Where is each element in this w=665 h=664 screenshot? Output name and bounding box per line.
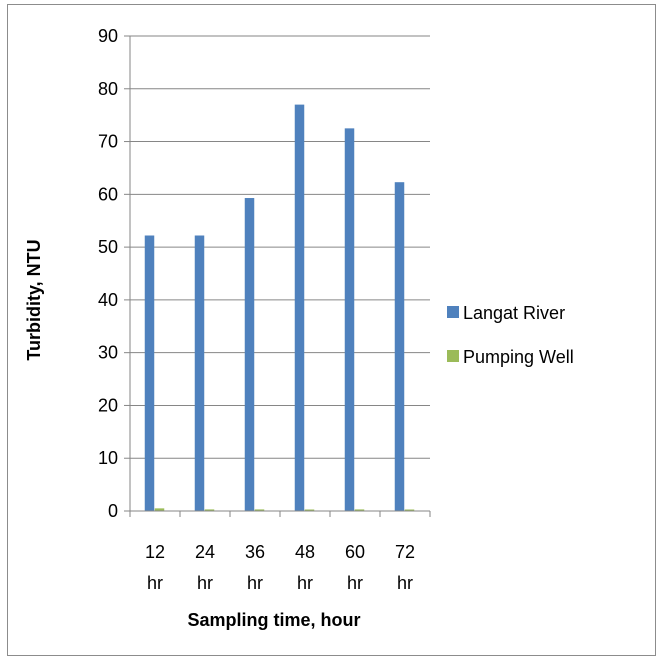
x-tick-label: hr: [397, 573, 413, 593]
x-axis-title: Sampling time, hour: [187, 610, 360, 630]
bar-langat-river: [194, 235, 205, 511]
x-tick-label: hr: [347, 573, 363, 593]
bar-pumping-well: [154, 508, 165, 511]
x-tick-label: 24: [195, 542, 215, 562]
y-tick-labels: 0 10 20 30 40 50 60 70 80 90: [98, 26, 118, 521]
bar-series: [144, 104, 415, 511]
y-tick-label: 10: [98, 448, 118, 468]
y-tick-label: 70: [98, 132, 118, 152]
y-axis-title: Turbidity, NTU: [24, 239, 44, 360]
legend-swatch: [447, 350, 459, 362]
x-tick-label: hr: [197, 573, 213, 593]
legend-label: Pumping Well: [463, 347, 574, 367]
x-tick-label: 36: [245, 542, 265, 562]
x-tick-labels: 12 hr 24 hr 36 hr 48 hr 60 hr 72 hr: [145, 542, 415, 593]
bar-langat-river: [394, 182, 405, 511]
legend: Langat River Pumping Well: [447, 303, 574, 367]
x-tick-label: 48: [295, 542, 315, 562]
y-tick-label: 20: [98, 395, 118, 415]
bar-pumping-well: [354, 509, 365, 511]
bar-pumping-well: [304, 509, 315, 511]
y-tick-label: 50: [98, 237, 118, 257]
y-tick-label: 90: [98, 26, 118, 46]
x-tick-label: 12: [145, 542, 165, 562]
y-tick-label: 40: [98, 290, 118, 310]
legend-label: Langat River: [463, 303, 565, 323]
bar-langat-river: [294, 104, 305, 511]
bar-langat-river: [344, 128, 355, 511]
x-tick-label: hr: [247, 573, 263, 593]
bar-langat-river: [244, 198, 255, 511]
chart-frame: [7, 4, 656, 656]
bar-langat-river: [144, 235, 155, 511]
axes: [124, 35, 431, 517]
y-tick-label: 80: [98, 79, 118, 99]
x-tick-label: 72: [395, 542, 415, 562]
bar-pumping-well: [404, 509, 415, 511]
bar-pumping-well: [204, 509, 215, 511]
x-tick-label: hr: [147, 573, 163, 593]
y-tick-label: 0: [108, 501, 118, 521]
bar-pumping-well: [254, 509, 265, 511]
gridlines: [130, 35, 430, 459]
x-tick-label: 60: [345, 542, 365, 562]
y-tick-label: 30: [98, 343, 118, 363]
y-tick-label: 60: [98, 184, 118, 204]
x-tick-label: hr: [297, 573, 313, 593]
legend-swatch: [447, 306, 459, 318]
